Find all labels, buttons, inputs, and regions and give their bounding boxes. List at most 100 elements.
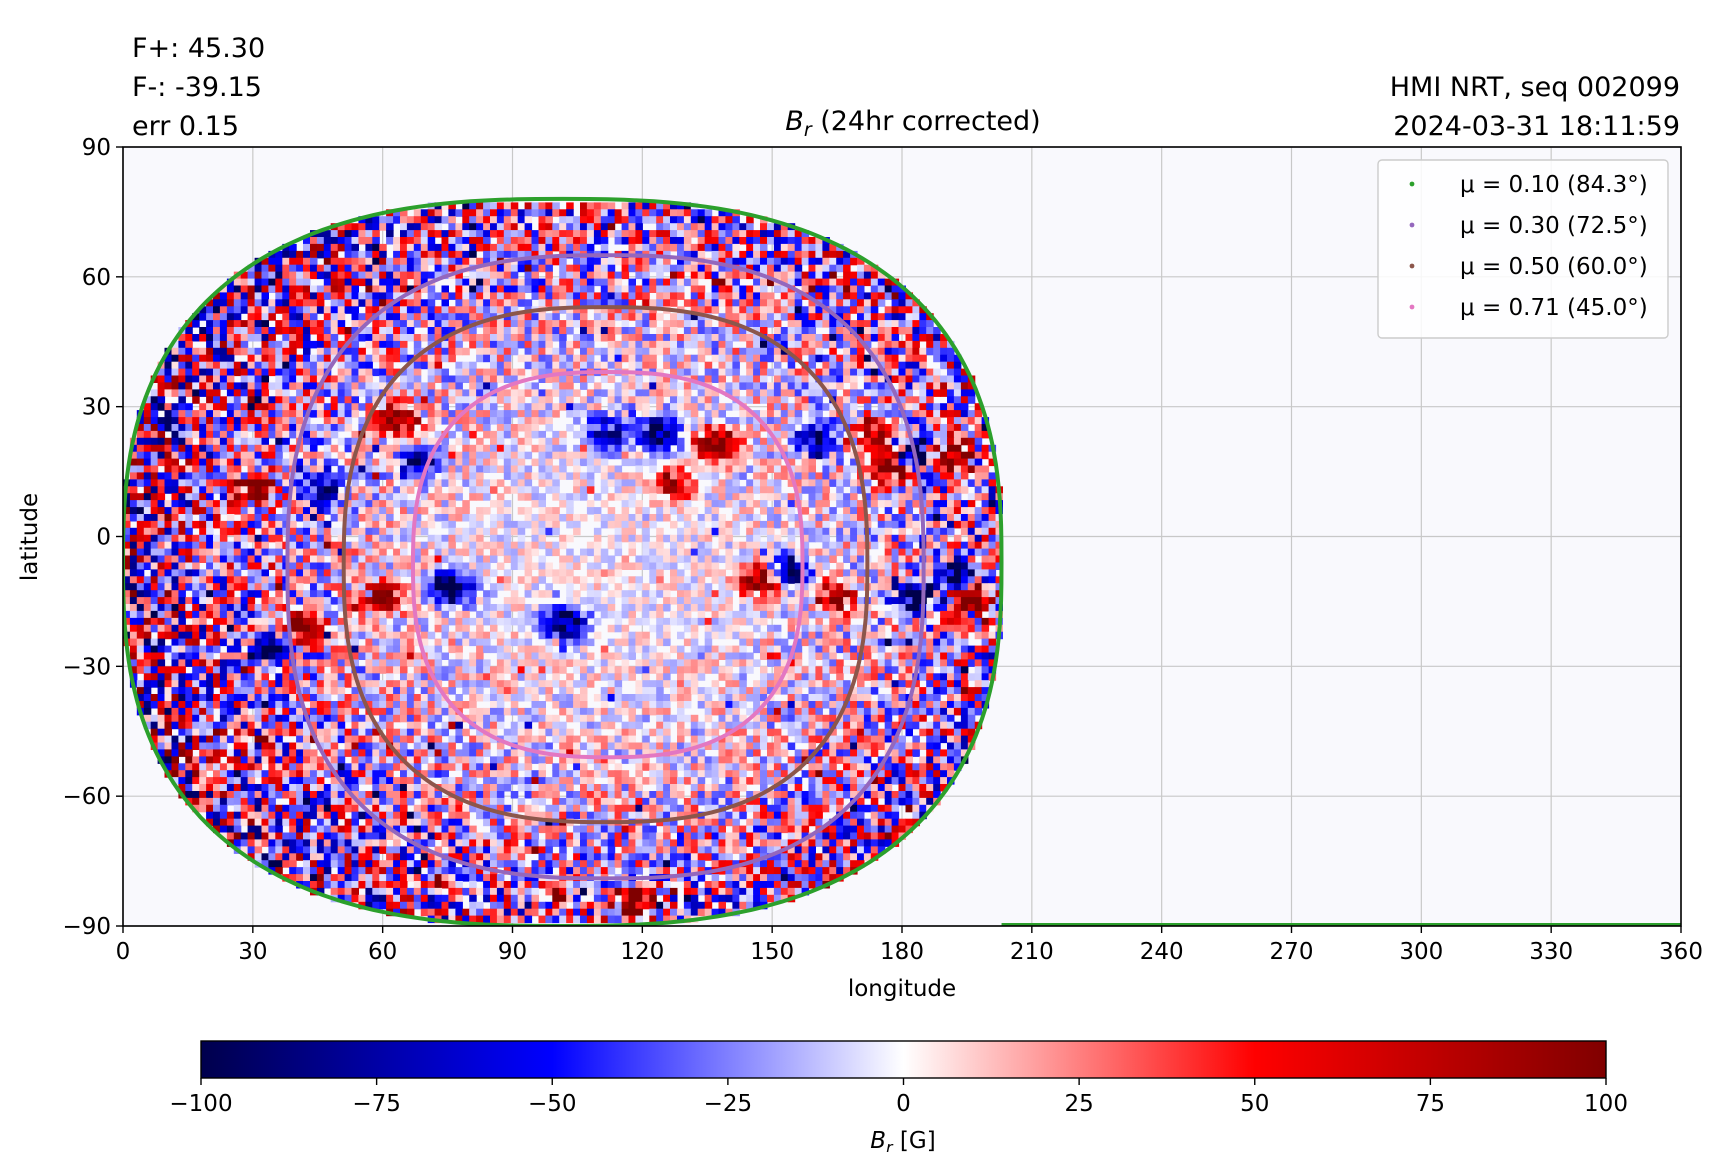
field-pixel [531,202,539,210]
field-pixel [850,500,858,508]
field-pixel [379,527,387,536]
field-pixel [496,479,505,487]
field-pixel [822,299,830,307]
field-pixel [420,479,429,487]
field-pixel [767,389,775,397]
field-pixel [829,368,837,377]
field-pixel [469,527,477,536]
field-pixel [580,202,588,210]
field-pixel [767,520,775,529]
field-pixel [427,257,436,266]
field-pixel [711,292,720,300]
field-pixel [739,313,747,321]
field-pixel [185,437,193,446]
field-pixel [870,451,879,460]
field-pixel [441,500,449,508]
field-pixel [884,507,893,515]
field-pixel [323,458,332,467]
field-pixel [143,417,152,425]
field-pixel [614,237,623,245]
field-pixel [233,534,242,543]
field-pixel [725,257,733,266]
field-pixel [400,340,408,349]
field-pixel [711,243,720,252]
field-pixel [559,216,567,224]
field-pixel [316,424,325,432]
field-pixel [400,389,408,397]
field-pixel [268,410,276,418]
field-pixel [725,292,733,300]
field-pixel [635,417,643,425]
field-pixel [441,444,449,453]
field-pixel [483,493,491,501]
field-pixel [206,396,214,404]
field-pixel [870,361,879,370]
field-pixel [621,327,630,335]
field-pixel [566,534,574,543]
field-pixel [469,257,477,266]
field-pixel [199,375,207,383]
field-pixel [254,451,263,460]
field-pixel [455,465,463,473]
field-pixel [358,486,366,494]
field-pixel [711,327,720,335]
field-pixel [303,458,311,467]
field-pixel [393,520,401,529]
field-pixel [282,437,290,446]
field-pixel [406,361,415,370]
field-pixel [427,520,436,529]
field-pixel [787,320,796,328]
field-pixel [323,548,332,557]
field-pixel [656,541,664,550]
field-pixel [850,320,858,328]
field-pixel [213,424,221,432]
field-pixel [573,527,581,536]
field-pixel [760,465,768,473]
field-pixel [510,548,519,557]
field-pixel [912,444,920,453]
field-pixel [344,437,353,446]
field-pixel [656,514,664,522]
field-pixel [891,375,900,383]
field-pixel [697,299,706,307]
field-pixel [455,424,463,432]
field-pixel [593,451,602,460]
field-pixel [206,389,214,397]
field-pixel [510,479,519,487]
field-pixel [670,493,678,501]
field-pixel [400,216,408,224]
field-pixel [393,306,401,314]
field-pixel [337,500,346,508]
field-pixel [386,264,394,273]
field-pixel [746,354,754,363]
field-pixel [178,486,186,494]
field-pixel [753,410,761,418]
field-pixel [663,437,671,446]
field-pixel [718,299,726,307]
field-pixel [150,500,159,508]
field-pixel [337,527,346,536]
field-pixel [607,327,616,335]
field-pixel [261,375,269,383]
field-pixel [316,541,325,550]
field-pixel [427,444,436,453]
field-pixel [573,472,581,480]
field-pixel [697,417,706,425]
field-pixel [773,285,782,293]
field-pixel [704,271,713,280]
field-pixel [933,327,941,335]
field-pixel [275,389,283,397]
field-pixel [413,368,422,377]
field-pixel [240,486,249,494]
field-pixel [296,278,304,287]
field-pixel [607,465,616,473]
field-pixel [483,486,491,494]
field-pixel [330,507,339,515]
field-pixel [628,237,636,245]
field-pixel [490,216,498,224]
field-pixel [455,243,463,252]
field-pixel [718,223,726,231]
field-pixel [213,479,221,487]
field-pixel [427,437,436,446]
field-pixel [303,430,311,439]
